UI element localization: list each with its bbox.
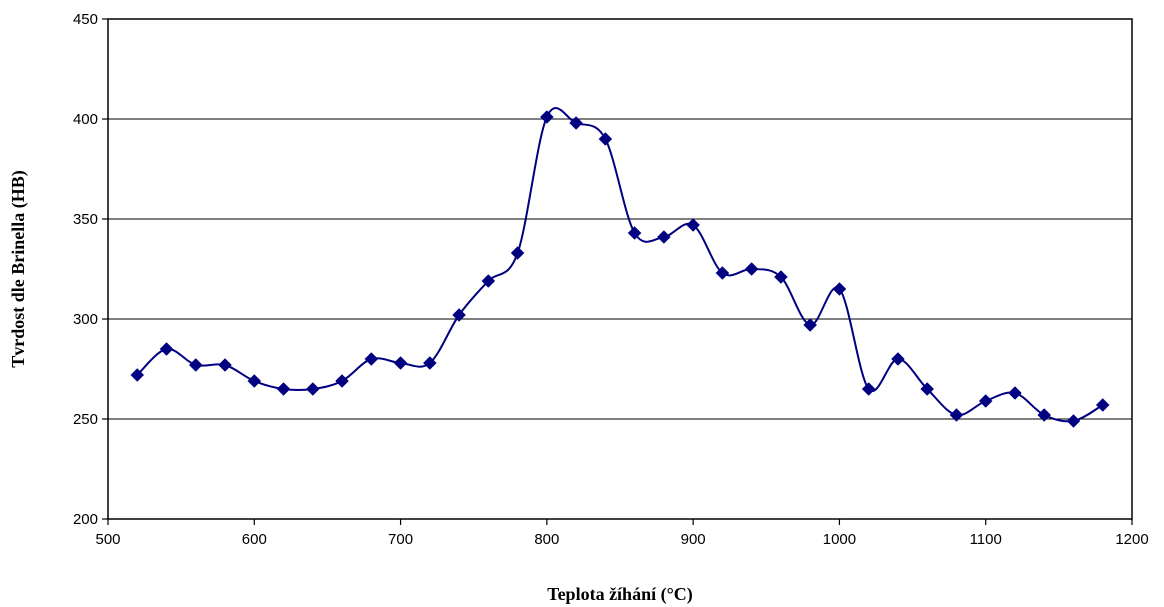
data-point-marker [949,408,964,422]
data-point-marker [657,230,671,244]
data-point-marker [452,308,466,322]
data-point-marker [159,342,174,356]
data-point-marker [1037,408,1052,422]
data-point-marker [715,266,730,280]
data-point-marker [481,274,496,288]
y-axis-ticks: 200 250 300 350 400 450 [73,11,108,528]
data-point-marker [247,374,262,388]
data-point-marker [744,262,759,276]
y-tick-label: 350 [73,211,98,228]
x-axis-ticks: 500 600 700 800 900 1000 1100 1200 [95,519,1149,548]
data-point-marker [335,374,349,388]
data-point-marker [598,132,613,146]
data-point-marker [218,358,232,372]
data-markers [130,110,1110,428]
data-point-marker [920,382,935,396]
data-point-marker [510,246,525,260]
data-point-marker [978,394,993,408]
data-point-marker [364,352,379,366]
data-point-marker [861,382,876,396]
y-tick-label: 450 [73,11,98,28]
data-point-marker [891,352,905,366]
data-point-marker [276,382,291,396]
x-axis-title: Teplota žíhání (°C) [547,584,693,605]
grid-lines [108,118,1132,420]
data-point-marker [540,110,554,124]
data-point-marker [1095,398,1110,412]
data-point-marker [774,270,788,284]
data-point-marker [832,282,847,296]
data-point-marker [627,226,642,240]
y-tick-label: 300 [73,311,98,328]
data-point-marker [422,356,437,370]
data-point-marker [1066,414,1081,428]
data-point-marker [305,382,320,396]
data-point-marker [569,116,583,130]
x-tick-label: 1200 [1115,531,1148,548]
x-tick-label: 900 [681,531,706,548]
y-tick-label: 200 [73,511,98,528]
y-axis-title: Tvrdost dle Brinella (HB) [8,170,29,368]
x-tick-label: 800 [534,531,559,548]
data-point-marker [130,368,145,382]
data-point-marker [803,318,818,332]
data-point-marker [1008,386,1022,400]
x-tick-label: 1000 [823,531,856,548]
series-line [136,107,1104,423]
x-tick-label: 600 [242,531,267,548]
data-point-marker [686,218,700,232]
plot-area [107,18,1133,520]
y-tick-label: 400 [73,111,98,128]
data-point-marker [393,356,408,370]
x-tick-label: 1100 [970,531,1002,548]
x-tick-label: 500 [95,531,120,548]
x-tick-label: 700 [388,531,413,548]
y-tick-label: 250 [73,411,98,428]
data-point-marker [188,358,203,372]
